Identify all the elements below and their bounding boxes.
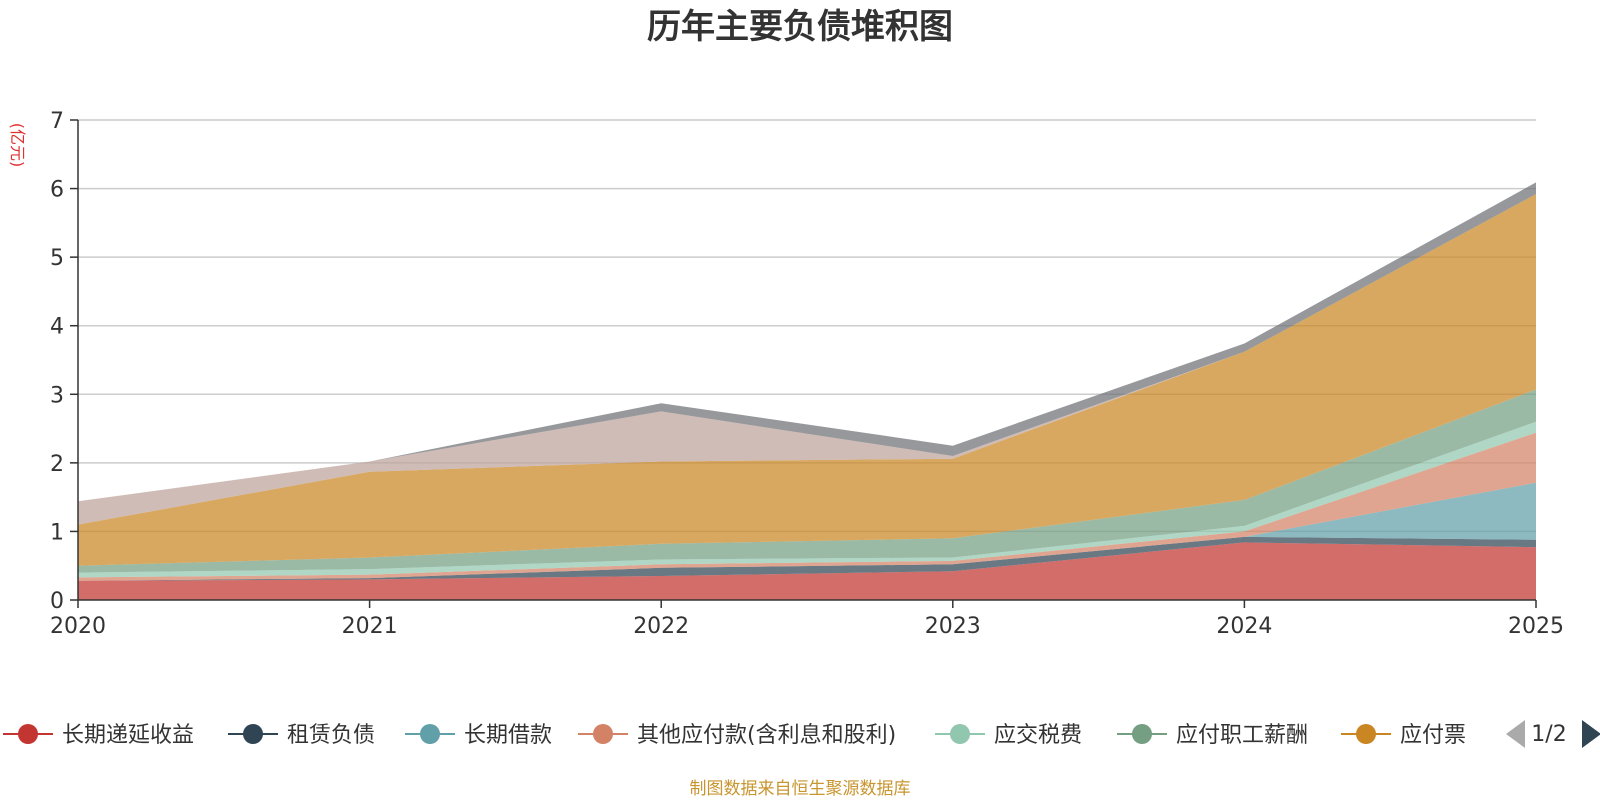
x-tick-label-0: 2020 — [50, 614, 106, 639]
x-tick-labels: 2020 2021 2022 2023 2024 2025 — [50, 614, 1564, 639]
legend-label-6: 应付票 — [1400, 723, 1466, 748]
legend-item-2[interactable]: 长期借款 — [405, 723, 552, 748]
y-tick-label-4: 4 — [50, 315, 64, 340]
legend-next-page-icon[interactable] — [1582, 720, 1600, 748]
legend-item-6[interactable]: 应付票 — [1341, 723, 1466, 748]
y-tick-label-3: 3 — [50, 383, 64, 408]
legend-label-2: 长期借款 — [464, 723, 552, 748]
legend-marker-4 — [950, 724, 970, 744]
legend-item-0[interactable]: 长期递延收益 — [3, 723, 194, 748]
legend-page-indicator: 1/2 — [1531, 722, 1566, 747]
y-tick-label-1: 1 — [50, 520, 64, 545]
y-tick-label-7: 7 — [50, 109, 64, 134]
area-series-5 — [78, 389, 1536, 573]
grid-lines — [78, 119, 1536, 533]
y-axis-unit-label: (亿元) — [8, 123, 27, 168]
legend: 长期递延收益 租赁负债 长期借款 其他应付款(含利息和股利) 应交税费 应付职工薪酬 应付票… — [3, 720, 1600, 748]
y-tick-labels: 0 1 2 3 4 5 6 7 — [50, 109, 64, 614]
area-series-6 — [78, 194, 1536, 566]
y-tick-label-5: 5 — [50, 246, 64, 271]
y-tick-label-6: 6 — [50, 178, 64, 203]
area-series-layer — [78, 182, 1536, 600]
x-tick-label-2: 2022 — [633, 614, 689, 639]
legend-marker-2 — [420, 724, 440, 744]
legend-label-3: 其他应付款(含利息和股利) — [637, 723, 896, 748]
x-tick-label-3: 2023 — [925, 614, 981, 639]
area-series-7 — [78, 194, 1536, 525]
legend-label-4: 应交税费 — [994, 723, 1082, 748]
data-source-note: 制图数据来自恒生聚源数据库 — [690, 779, 911, 799]
legend-marker-1 — [243, 724, 263, 744]
legend-item-3[interactable]: 其他应付款(含利息和股利) — [578, 723, 896, 748]
legend-marker-6 — [1356, 724, 1376, 744]
legend-item-1[interactable]: 租赁负债 — [228, 723, 375, 748]
y-tick-label-2: 2 — [50, 452, 64, 477]
legend-marker-3 — [593, 724, 613, 744]
x-tick-label-5: 2025 — [1508, 614, 1564, 639]
area-series-0 — [78, 542, 1536, 600]
area-series-1 — [78, 536, 1536, 581]
legend-item-4[interactable]: 应交税费 — [935, 723, 1082, 748]
legend-marker-5 — [1132, 724, 1152, 744]
legend-item-5[interactable]: 应付职工薪酬 — [1117, 723, 1308, 748]
legend-prev-page-icon[interactable] — [1506, 720, 1525, 748]
x-tick-label-1: 2021 — [342, 614, 398, 639]
chart-title: 历年主要负债堆积图 — [647, 7, 953, 47]
legend-label-5: 应付职工薪酬 — [1176, 723, 1308, 748]
area-series-4 — [78, 421, 1536, 578]
axes — [70, 119, 1537, 608]
legend-label-1: 租赁负债 — [287, 723, 375, 748]
legend-label-0: 长期递延收益 — [62, 723, 194, 748]
x-tick-label-4: 2024 — [1216, 614, 1272, 639]
legend-marker-0 — [18, 724, 38, 744]
y-tick-label-0: 0 — [50, 589, 64, 614]
